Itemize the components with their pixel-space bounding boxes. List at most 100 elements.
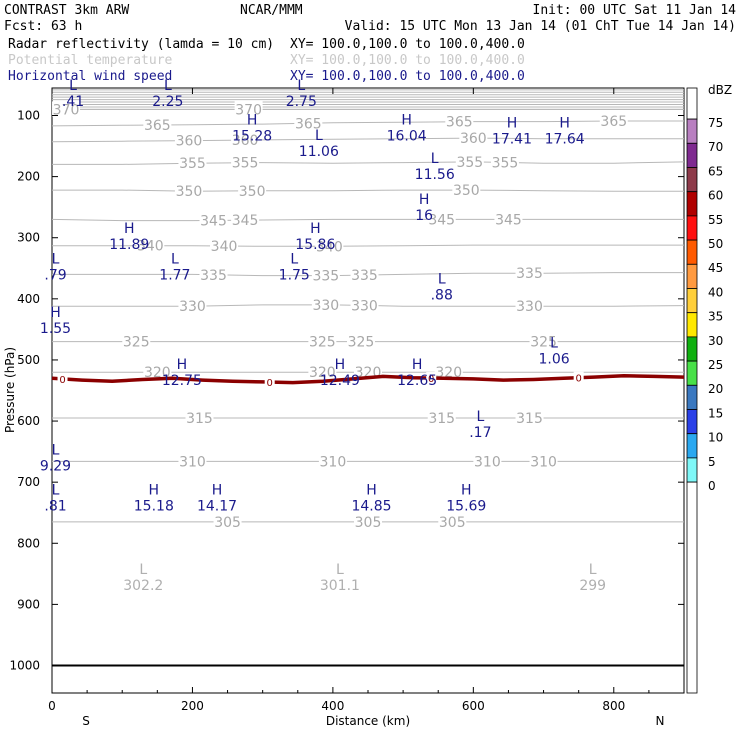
theta-contour-label: 330 [351,298,378,314]
theta-label-bg [234,101,263,117]
colorbar-level-label: 0 [708,479,716,493]
theta-label-bg [490,154,519,170]
y-tick-label: 300 [17,231,40,245]
colorbar-level-label: 20 [708,382,723,396]
theta-contour-line [52,189,684,192]
wind-extremum-marker: H [212,482,223,498]
theta-label-bg [143,116,172,132]
theta-contour-label: 365 [600,114,627,130]
y-tick-label: 100 [17,109,40,123]
wind-extremum-value: 12.65 [397,373,437,389]
colorbar-swatch [686,457,698,483]
wind-extremum-value: 12.75 [162,373,202,389]
theta-contour-label: 325 [123,335,150,351]
theta-contour-label: 350 [239,184,266,200]
theta-contour-label: 310 [530,454,557,470]
theta-contour-label: 370 [235,102,262,118]
theta-label-bg [308,364,337,380]
theta-contour-label: 355 [179,156,206,172]
theta-contour-label: 330 [312,298,339,314]
colorbar-unit: dBZ [708,83,732,97]
extrema-labels: L.41L2.25L2.75H15.28H16.04H17.41H17.64L1… [40,78,606,594]
x-axis-label: Distance (km) [326,714,410,728]
colorbar-level-label: 5 [708,455,716,469]
colorbar-level-label: 15 [708,406,723,420]
theta-label-bg [178,298,207,314]
wind-extremum-value: 11.06 [299,144,339,160]
colorbar-swatch [686,433,698,459]
theta-contour-label: 355 [232,156,259,172]
theta-contour-label: 350 [176,184,203,200]
wind-extremum-value: 17.41 [492,132,532,148]
wind-extremum-marker: H [412,357,423,373]
theta-contour-label: 345 [200,213,227,229]
wind-extremum-value: .81 [44,498,66,514]
wind-extremum-marker: L [52,443,60,459]
theta-contour-label: 365 [446,115,473,131]
wind-extremum-marker: L [315,128,323,144]
theta-label-bg [178,453,207,469]
freezing-level-line: 0 0 0 0 [51,371,685,667]
north-label: N [656,714,665,728]
theta-label-bg [473,453,502,469]
wind-extremum-value: 16 [415,208,433,224]
theta-contour-label: 335 [312,269,339,285]
colorbar-level-label: 30 [708,334,723,348]
theta-contour-label: 310 [474,454,501,470]
wind-extremum-marker: H [419,192,430,208]
theta-label-bg [494,211,523,227]
y-tick-label: 1000 [9,659,40,673]
wind-extremum-value: .17 [469,425,491,441]
valid-time: Valid: 15 UTC Mon 13 Jan 14 (01 ChT Tue … [345,19,736,34]
colorbar-level-label: 70 [708,140,723,154]
theta-label-bg [318,453,347,469]
y-tick-label: 400 [17,292,40,306]
theta-label-bg [515,410,544,425]
colorbar-swatch [686,142,698,168]
wind-extremum-value: 2.25 [152,94,183,110]
colorbar-swatch [686,215,698,241]
theta-extremum-value: 299 [579,578,606,594]
theta-label-bg [346,333,375,349]
theta-label-bg [452,182,481,198]
wind-extremum-value: 9.29 [40,459,71,475]
theta-contour-label: 315 [516,411,543,427]
wind-extremum-value: 12.49 [320,373,360,389]
theta-contour-label: 315 [428,411,455,427]
theta-contour-label: 340 [211,239,238,255]
y-tick-label: 700 [17,475,40,489]
wind-extremum-value: 15.69 [446,498,486,514]
wind-extremum-marker: H [247,113,258,129]
theta-extremum-value: 301.1 [320,578,360,594]
field-legend: Radar reflectivity (lamda = 10 cm) XY= 10… [8,37,525,84]
colorbar-level-label: 35 [708,310,723,324]
colorbar-swatch [686,312,698,338]
wind-extremum-value: 15.28 [232,129,272,145]
theta-label-bg [311,267,340,283]
theta-contour-label: 365 [295,116,322,132]
x-tick-label: 400 [321,699,344,713]
colorbar-level-label: 65 [708,164,723,178]
theta-label-bg [459,130,488,146]
theta-label-bg [427,211,456,227]
theta-contour-label: 310 [320,454,347,470]
freezing-label-bg [57,372,68,385]
theta-label-bg [529,453,558,469]
wind-extremum-value: 1.55 [40,321,71,337]
freezing-label-bg [573,371,584,384]
theta-contour-label: 345 [495,212,522,228]
theta-contour-label: 310 [179,454,206,470]
theta-contour-label: 340 [137,239,164,255]
wind-extremum-marker: L [438,272,446,288]
theta-contour-label: 340 [316,239,343,255]
theta-contour-label: 325 [530,335,557,351]
institution-label: NCAR/MMM [240,3,303,18]
wind-extremum-marker: L [297,78,305,94]
theta-contour-label: 350 [453,183,480,199]
y-tick-label: 600 [17,414,40,428]
wind-extremum-marker: H [559,116,570,132]
colorbar-swatch [686,191,698,217]
colorbar-swatch [686,336,698,362]
x-tick-label: 0 [48,699,56,713]
